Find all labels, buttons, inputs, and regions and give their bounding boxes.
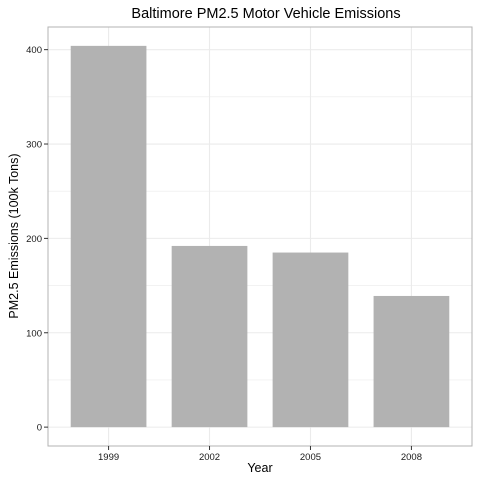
bars bbox=[70, 45, 450, 428]
y-tick-label: 200 bbox=[26, 234, 42, 245]
y-tick-label: 300 bbox=[26, 140, 42, 151]
bar-2002 bbox=[171, 245, 248, 428]
x-axis-title: Year bbox=[247, 461, 272, 475]
x-tick-label: 1999 bbox=[98, 452, 119, 463]
x-tick-label: 2005 bbox=[300, 452, 321, 463]
y-axis-title: PM2.5 Emissions (100k Tons) bbox=[7, 153, 21, 318]
bar-2008 bbox=[373, 295, 450, 428]
bar-2005 bbox=[272, 252, 349, 428]
y-tick-label: 400 bbox=[26, 45, 42, 56]
x-axis: 1999 2002 2005 2008 bbox=[98, 446, 422, 463]
bar-1999 bbox=[70, 45, 147, 428]
panel-border bbox=[47, 26, 473, 447]
y-tick-label: 0 bbox=[37, 423, 42, 434]
y-tick-label: 100 bbox=[26, 328, 42, 339]
y-axis: 0 100 200 300 400 bbox=[26, 45, 48, 434]
chart-title: Baltimore PM2.5 Motor Vehicle Emissions bbox=[131, 6, 400, 22]
x-tick-label: 2008 bbox=[401, 452, 422, 463]
x-tick-label: 2002 bbox=[199, 452, 220, 463]
